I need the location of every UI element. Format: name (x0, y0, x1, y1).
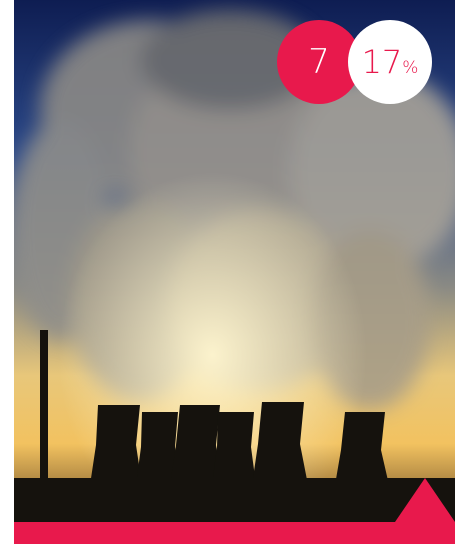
percent-badge: 17% (348, 20, 432, 104)
percent-unit: % (402, 58, 418, 78)
card: 7 17% (0, 0, 462, 544)
percent-value: 17 (362, 43, 403, 81)
rank: 7 (308, 42, 330, 82)
